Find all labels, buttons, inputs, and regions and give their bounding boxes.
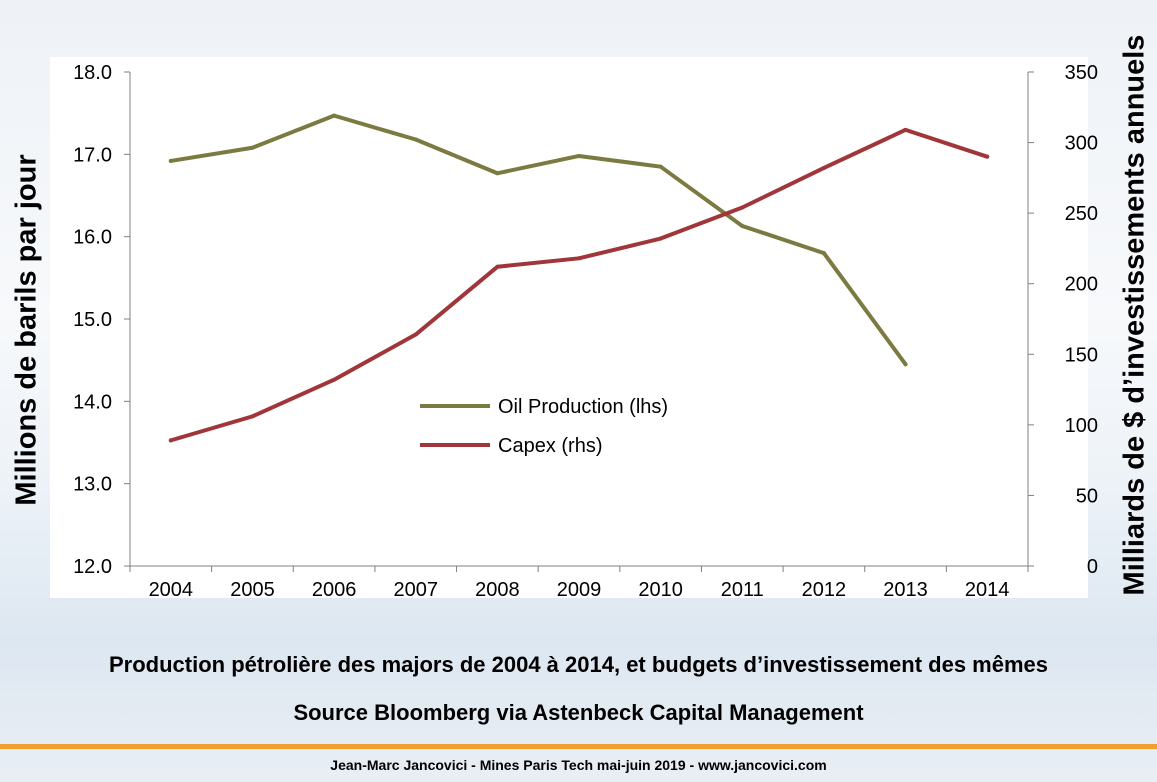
capex-point bbox=[821, 165, 826, 170]
capex-point bbox=[658, 236, 663, 241]
oil-production-point bbox=[495, 171, 500, 176]
x-tick-label: 2004 bbox=[149, 579, 194, 601]
oil-production-point bbox=[740, 223, 745, 228]
oil-production-point bbox=[658, 164, 663, 169]
x-tick-label: 2006 bbox=[312, 579, 357, 601]
x-tick-label: 2012 bbox=[802, 579, 847, 601]
capex-point bbox=[168, 438, 173, 443]
x-tick-label: 2008 bbox=[475, 579, 520, 601]
oil-production-point bbox=[903, 362, 908, 367]
caption-source: Source Bloomberg via Astenbeck Capital M… bbox=[293, 700, 864, 725]
y-left-tick-label: 14.0 bbox=[73, 391, 112, 413]
capex-point bbox=[250, 414, 255, 419]
y-left-tick-label: 15.0 bbox=[73, 309, 112, 331]
caption-title: Production pétrolière des majors de 2004… bbox=[108, 652, 1049, 677]
capex-point bbox=[332, 377, 337, 382]
capex-point bbox=[413, 332, 418, 337]
y-left-tick-label: 16.0 bbox=[73, 227, 112, 249]
oil-production-point bbox=[250, 145, 255, 150]
x-tick-label: 2009 bbox=[557, 579, 602, 601]
capex-point bbox=[495, 264, 500, 269]
footer-credit: Jean-Marc Jancovici - Mines Paris Tech m… bbox=[330, 757, 827, 773]
legend-label-capex: Capex (rhs) bbox=[498, 435, 602, 457]
y-right-tick-label: 250 bbox=[1065, 203, 1098, 225]
chart-background bbox=[50, 57, 1088, 598]
x-tick-label: 2010 bbox=[638, 579, 683, 601]
footer-divider bbox=[0, 744, 1157, 749]
y-left-tick-label: 13.0 bbox=[73, 474, 112, 496]
oil-production-line bbox=[168, 113, 908, 367]
y-left-tick-label: 17.0 bbox=[73, 144, 112, 166]
x-tick-label: 2011 bbox=[721, 579, 764, 601]
legend-label-oil: Oil Production (lhs) bbox=[498, 396, 668, 418]
capex-point bbox=[985, 154, 990, 159]
capex-point bbox=[577, 256, 581, 261]
y-axis-left-label: Millions de barils par jour bbox=[10, 154, 43, 506]
oil-production-point bbox=[332, 113, 337, 118]
y-right-tick-label: 350 bbox=[1065, 62, 1098, 84]
y-right-tick-label: 300 bbox=[1065, 133, 1098, 155]
y-right-tick-label: 200 bbox=[1065, 274, 1098, 296]
y-left-tick-label: 12.0 bbox=[73, 556, 112, 578]
y-right-tick-label: 50 bbox=[1076, 485, 1098, 507]
oil-production-point bbox=[577, 153, 581, 158]
y-left-tick-label: 18.0 bbox=[73, 62, 112, 84]
oil-production-point bbox=[413, 137, 418, 142]
oil-production-point bbox=[821, 251, 826, 256]
x-tick-label: 2014 bbox=[965, 579, 1010, 601]
y-right-tick-label: 150 bbox=[1065, 344, 1098, 366]
x-tick-label: 2007 bbox=[393, 579, 438, 601]
capex-point bbox=[740, 205, 745, 210]
oil-production-point bbox=[168, 158, 173, 163]
capex-point bbox=[903, 127, 908, 132]
y-right-tick-label: 0 bbox=[1087, 556, 1098, 578]
x-tick-label: 2005 bbox=[230, 579, 275, 601]
x-tick-label: 2013 bbox=[883, 579, 928, 601]
y-axis-right-label: Milliards de $ d’investissements annuels bbox=[1118, 34, 1151, 596]
y-right-tick-label: 100 bbox=[1065, 415, 1098, 437]
